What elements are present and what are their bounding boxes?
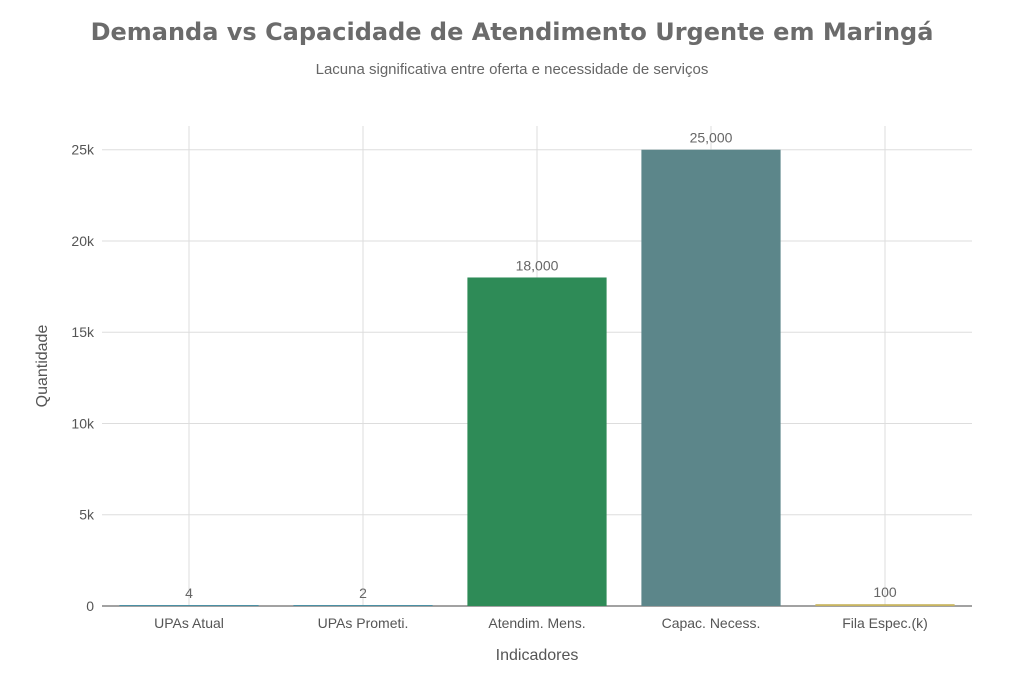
- data-label: 100: [873, 584, 897, 600]
- y-tick-labels: 0 5k 10k 15k 20k 25k: [71, 142, 95, 614]
- y-tick-label: 0: [86, 598, 94, 614]
- data-label: 2: [359, 585, 367, 601]
- bars: [119, 149, 955, 606]
- bar: [467, 277, 607, 606]
- x-tick-label: UPAs Atual: [154, 615, 224, 631]
- y-tick-label: 5k: [79, 507, 95, 523]
- y-tick-label: 25k: [71, 142, 95, 158]
- data-label: 18,000: [516, 257, 559, 273]
- x-axis-title: Indicadores: [496, 647, 579, 664]
- data-labels: 4 2 18,000 25,000 100: [185, 130, 897, 601]
- x-tick-label: Atendim. Mens.: [488, 615, 585, 631]
- bar: [641, 149, 781, 606]
- y-tick-label: 15k: [71, 324, 95, 340]
- data-label: 4: [185, 585, 193, 601]
- y-axis-title: Quantidade: [34, 325, 51, 408]
- x-tick-label: UPAs Prometi.: [318, 615, 409, 631]
- data-label: 25,000: [690, 130, 733, 146]
- y-tick-label: 20k: [71, 233, 95, 249]
- x-tick-labels: UPAs Atual UPAs Prometi. Atendim. Mens. Cap…: [154, 615, 928, 631]
- bar: [815, 604, 955, 606]
- chart-title: Demanda vs Capacidade de Atendimento Urg…: [90, 18, 934, 46]
- bar: [119, 605, 259, 606]
- x-tick-label: Fila Espec.(k): [842, 615, 928, 631]
- y-tick-label: 10k: [71, 415, 95, 431]
- x-tick-label: Capac. Necess.: [662, 615, 761, 631]
- bar: [293, 605, 433, 606]
- chart-subtitle: Lacuna significativa entre oferta e nece…: [315, 61, 709, 78]
